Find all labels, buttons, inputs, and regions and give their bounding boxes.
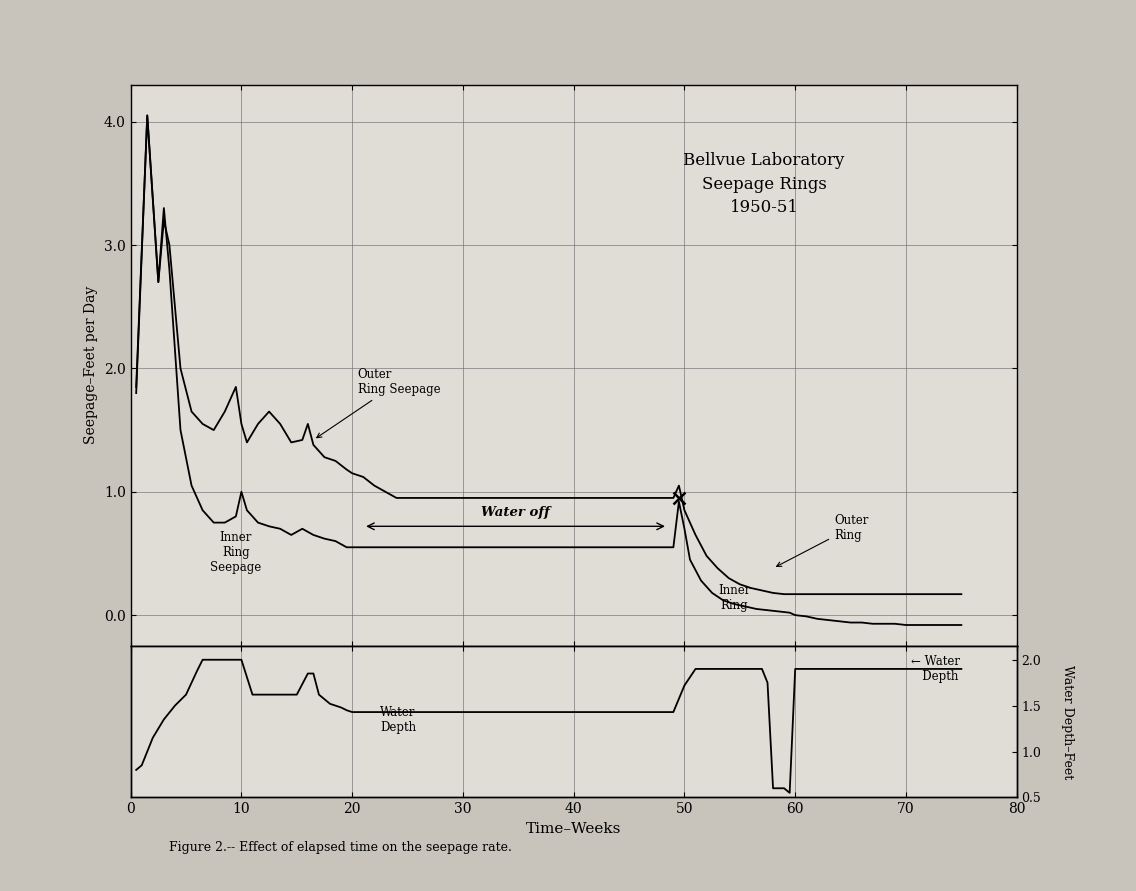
Text: Bellvue Laboratory
Seepage Rings
1950-51: Bellvue Laboratory Seepage Rings 1950-51 [684, 152, 845, 216]
Text: Water off: Water off [481, 506, 550, 519]
Text: Inner
Ring: Inner Ring [718, 584, 751, 612]
X-axis label: Time–Weeks: Time–Weeks [526, 822, 621, 836]
Text: Water
Depth: Water Depth [379, 706, 416, 733]
Text: ← Water
   Depth: ← Water Depth [911, 655, 961, 683]
Y-axis label: Seepage–Feet per Day: Seepage–Feet per Day [84, 286, 99, 445]
Text: Outer
Ring: Outer Ring [777, 513, 868, 567]
Text: Outer
Ring Seepage: Outer Ring Seepage [317, 368, 441, 437]
Text: Figure 2.-- Effect of elapsed time on the seepage rate.: Figure 2.-- Effect of elapsed time on th… [169, 841, 512, 854]
Text: Inner
Ring
Seepage: Inner Ring Seepage [210, 531, 261, 574]
Y-axis label: Water Depth–Feet: Water Depth–Feet [1061, 665, 1074, 779]
